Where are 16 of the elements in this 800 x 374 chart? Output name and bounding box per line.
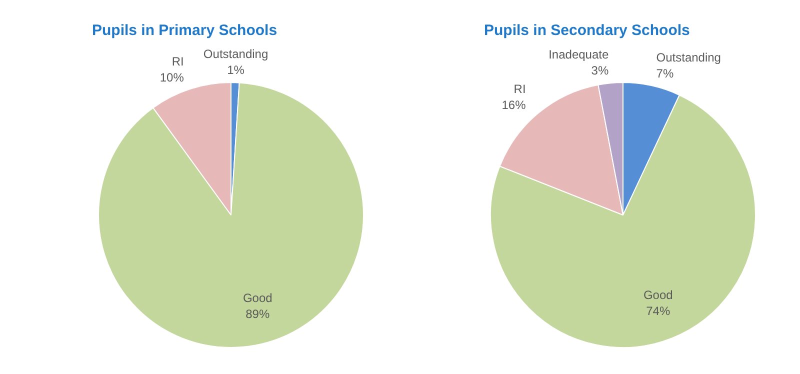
slice-label: Good: [643, 288, 673, 302]
slice-label: RI: [172, 54, 184, 68]
slice-label: Outstanding: [656, 50, 721, 64]
data-label: 74%: [646, 304, 670, 318]
data-label: 16%: [502, 98, 526, 112]
slice-label: Inadequate: [548, 47, 609, 62]
chart-title: Pupils in Primary Schools: [92, 22, 278, 40]
slice-label: Outstanding: [203, 46, 268, 61]
data-label: 7%: [656, 66, 674, 80]
data-label: 10%: [160, 70, 184, 84]
slice-label: Good: [242, 290, 272, 305]
chart-title: Pupils in Secondary Schools: [484, 22, 690, 40]
slice-label: RI: [514, 82, 526, 96]
data-label: 1%: [227, 62, 245, 77]
data-label: 89%: [246, 306, 270, 321]
data-label: 3%: [591, 63, 609, 78]
